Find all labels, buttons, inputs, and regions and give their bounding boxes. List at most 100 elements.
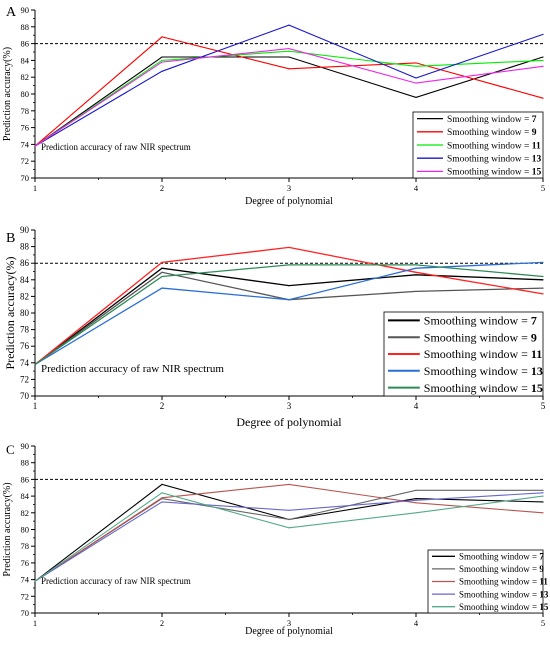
data-point-13: [288, 299, 290, 301]
data-point-7: [542, 279, 544, 281]
data-point-7: [415, 498, 417, 500]
x-tick-label: 2: [160, 401, 165, 411]
data-point-15: [288, 264, 290, 266]
legend-entry-7: Smoothing window = 7: [424, 314, 537, 328]
panel-label: A: [6, 5, 17, 20]
data-point-7: [415, 96, 417, 98]
legend-series-name: 13: [539, 589, 549, 599]
data-point-9: [542, 97, 544, 99]
legend-entry-15: Smoothing window = 15: [447, 168, 542, 178]
data-point-9: [415, 62, 417, 64]
legend-entry-7: Smoothing window = 7: [447, 115, 537, 125]
legend-series-name: 15: [532, 168, 542, 178]
y-tick-label: 90: [20, 225, 30, 235]
data-point-13: [161, 70, 163, 72]
data-point-7: [542, 501, 544, 503]
panel-label: C: [6, 442, 15, 457]
y-tick-label: 78: [20, 325, 30, 335]
legend-prefix: Smoothing window =: [459, 577, 539, 587]
y-tick-label: 86: [20, 258, 30, 268]
data-point-15: [288, 48, 290, 50]
legend-entry-11: Smoothing window = 11: [424, 347, 542, 361]
y-tick-label: 76: [21, 123, 30, 133]
data-point-15: [415, 512, 417, 514]
legend-prefix: Smoothing window =: [424, 381, 531, 395]
x-axis-title: Degree of polynomial: [236, 415, 342, 429]
data-point-15: [34, 580, 36, 582]
legend-series-name: 9: [531, 330, 537, 344]
x-tick-label: 5: [541, 401, 546, 411]
y-axis-title: Prediction accuracy(%): [3, 257, 17, 370]
data-point-7: [415, 274, 417, 276]
data-point-11: [542, 512, 544, 514]
x-axis-title: Degree of polynomial: [245, 196, 333, 207]
legend-entry-9: Smoothing window = 9: [447, 128, 537, 138]
data-point-9: [161, 36, 163, 38]
y-tick-label: 72: [21, 591, 30, 601]
data-point-13: [415, 499, 417, 501]
legend-series-name: 15: [531, 381, 543, 395]
data-point-11: [415, 65, 417, 67]
legend-series-name: 11: [539, 577, 548, 587]
legend-prefix: Smoothing window =: [447, 115, 532, 125]
legend-entry-9: Smoothing window = 9: [459, 564, 544, 574]
legend-entry-15: Smoothing window = 15: [424, 381, 543, 395]
y-tick-label: 80: [21, 89, 30, 99]
x-tick-label: 4: [414, 401, 419, 411]
data-point-11: [161, 59, 163, 62]
y-tick-label: 80: [20, 308, 30, 318]
data-point-13: [161, 287, 163, 289]
panel-label: B: [6, 231, 15, 246]
data-point-9: [161, 271, 163, 273]
data-point-15: [542, 495, 544, 497]
data-point-9: [542, 287, 544, 289]
data-point-7: [161, 267, 163, 269]
y-tick-label: 70: [21, 608, 30, 618]
raw-spectrum-annotation: Prediction accuracy of raw NIR spectrum: [41, 363, 224, 375]
data-point-13: [161, 501, 163, 503]
y-tick-label: 86: [21, 39, 30, 49]
data-point-15: [161, 61, 163, 63]
data-point-11: [542, 293, 544, 295]
legend-series-name: 9: [539, 564, 544, 574]
legend-series-name: 13: [531, 364, 543, 378]
data-point-9: [288, 518, 290, 521]
y-tick-label: 88: [21, 22, 30, 32]
y-tick-label: 72: [20, 374, 29, 384]
legend-series-name: 11: [532, 141, 541, 151]
data-point-13: [288, 24, 290, 26]
y-tick-label: 78: [21, 541, 30, 551]
legend-entry-9: Smoothing window = 9: [424, 330, 537, 344]
data-point-11: [161, 261, 163, 263]
data-point-7: [161, 56, 163, 58]
data-point-9: [542, 489, 544, 491]
y-tick-label: 74: [21, 139, 30, 149]
x-tick-label: 1: [33, 183, 37, 193]
raw-spectrum-annotation: Prediction accuracy of raw NIR spectrum: [41, 142, 191, 152]
data-point-15: [161, 275, 163, 278]
y-tick-label: 86: [21, 474, 30, 484]
y-tick-label: 70: [21, 173, 30, 183]
y-tick-label: 84: [21, 55, 30, 65]
data-point-15: [415, 264, 417, 266]
data-point-13: [415, 267, 417, 269]
legend-prefix: Smoothing window =: [459, 551, 539, 561]
legend-prefix: Smoothing window =: [424, 330, 531, 344]
x-tick-label: 2: [160, 618, 164, 628]
raw-spectrum-annotation: Prediction accuracy of raw NIR spectrum: [41, 576, 191, 586]
data-point-15: [542, 275, 544, 278]
y-tick-label: 76: [20, 341, 30, 351]
y-tick-label: 82: [20, 291, 29, 301]
data-point-11: [542, 59, 544, 62]
y-tick-label: 84: [21, 491, 30, 501]
data-point-11: [415, 271, 417, 273]
legend-entry-15: Smoothing window = 15: [459, 602, 549, 612]
x-tick-label: 2: [160, 183, 164, 193]
data-point-9: [288, 68, 290, 70]
y-tick-label: 78: [21, 106, 30, 116]
legend-series-name: 7: [531, 314, 537, 328]
x-axis-title: Degree of polynomial: [245, 626, 333, 637]
data-point-15: [542, 65, 544, 67]
legend-series-name: 13: [532, 155, 542, 165]
data-point-11: [288, 246, 290, 249]
